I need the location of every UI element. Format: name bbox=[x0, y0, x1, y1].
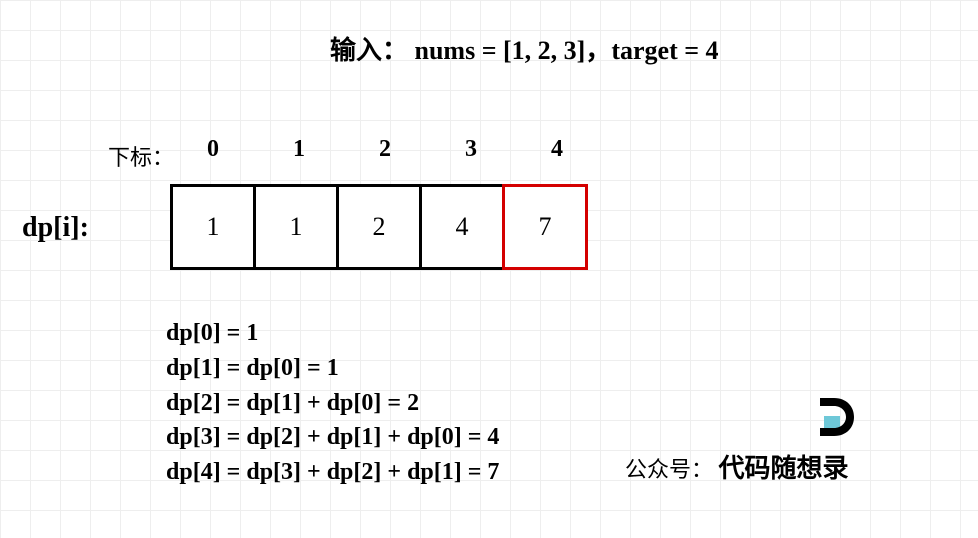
index-axis-label: 下标： bbox=[108, 140, 174, 172]
index-cell: 1 bbox=[256, 136, 342, 163]
attribution: 公众号： 代码随想录 bbox=[625, 448, 849, 485]
index-row: 0 1 2 3 4 bbox=[170, 136, 600, 163]
dp-cell: 4 bbox=[419, 184, 505, 270]
equation-line: dp[4] = dp[3] + dp[2] + dp[1] = 7 bbox=[166, 455, 499, 490]
attribution-name: 代码随想录 bbox=[719, 454, 849, 483]
index-cell: 3 bbox=[428, 136, 514, 163]
input-title-expr: nums = [1, 2, 3]，target = 4 bbox=[415, 36, 719, 65]
equation-line: dp[0] = 1 bbox=[166, 316, 499, 351]
input-title: 输入： nums = [1, 2, 3]，target = 4 bbox=[330, 30, 719, 67]
dp-equations: dp[0] = 1 dp[1] = dp[0] = 1 dp[2] = dp[1… bbox=[166, 316, 499, 490]
index-cell: 2 bbox=[342, 136, 428, 163]
brand-logo-icon bbox=[820, 398, 854, 441]
index-cell: 4 bbox=[514, 136, 600, 163]
input-title-prefix: 输入： bbox=[330, 36, 408, 65]
dp-cell: 1 bbox=[170, 184, 256, 270]
equation-line: dp[2] = dp[1] + dp[0] = 2 bbox=[166, 386, 499, 421]
dp-array: 1 1 2 4 7 bbox=[170, 184, 588, 270]
dp-cell: 1 bbox=[253, 184, 339, 270]
dp-array-label: dp[i]: bbox=[22, 212, 89, 244]
dp-cell: 2 bbox=[336, 184, 422, 270]
equation-line: dp[3] = dp[2] + dp[1] + dp[0] = 4 bbox=[166, 420, 499, 455]
attribution-prefix: 公众号： bbox=[625, 457, 713, 482]
dp-cell-highlight: 7 bbox=[502, 184, 588, 270]
equation-line: dp[1] = dp[0] = 1 bbox=[166, 351, 499, 386]
index-cell: 0 bbox=[170, 136, 256, 163]
